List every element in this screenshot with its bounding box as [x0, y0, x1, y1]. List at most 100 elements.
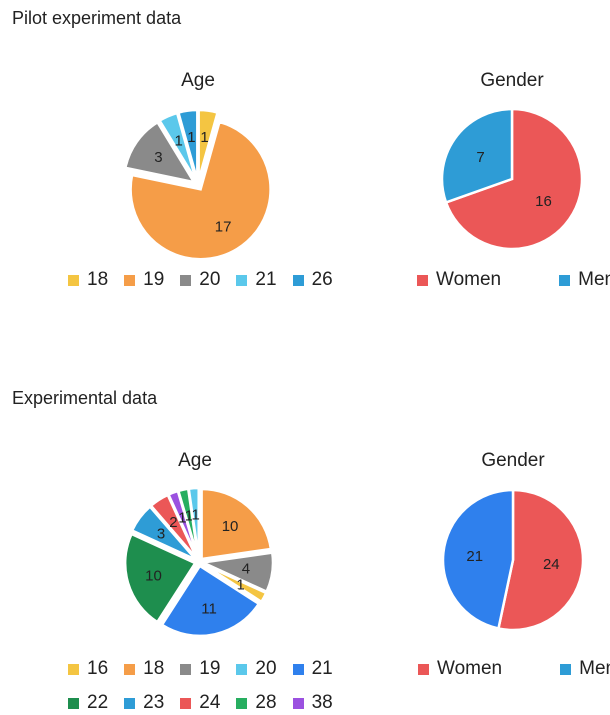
legend-item-19: 19 [124, 269, 164, 291]
chart-title-experimental-gender: Gender [481, 450, 545, 471]
pie-chart-experimental-gender: 24 21 [441, 488, 585, 632]
section-title-pilot: Pilot experiment data [12, 8, 182, 28]
legend-label: 19 [143, 269, 165, 290]
legend-label: 18 [143, 658, 165, 679]
pie-slice-18 [200, 487, 273, 561]
legend-label: 22 [87, 692, 109, 713]
pie-slice-26 [176, 108, 199, 181]
legend-swatch [417, 274, 428, 286]
pie-slice-16 [201, 562, 268, 604]
pie-slice-men [440, 107, 514, 205]
legend-item-22: 22 [68, 692, 108, 714]
pie-slice-women [444, 107, 584, 251]
slice-label-21: 1 [175, 133, 183, 150]
slice-label-23: 3 [157, 526, 165, 543]
legend-label: Women [436, 269, 502, 290]
legend-label: 20 [255, 658, 277, 679]
pie-slice-men [441, 488, 515, 630]
legend-swatch [292, 697, 304, 709]
slice-label-28: 1 [185, 508, 193, 525]
slice-label-16: 1 [236, 577, 244, 594]
slice-label-women: 24 [543, 556, 560, 573]
pie-slice-19 [129, 120, 272, 261]
legend-label: 26 [311, 269, 333, 290]
slice-label-38: 1 [178, 510, 186, 527]
slice-label-20: 1 [191, 507, 199, 524]
pie-slice-19 [198, 551, 275, 594]
pie-slice-21 [157, 111, 198, 182]
legend-experimental-gender: Women Men [418, 658, 610, 680]
legend-item-28: 28 [236, 692, 277, 714]
chart-title-experimental-age: Age [178, 450, 212, 471]
slice-label-26: 1 [187, 129, 195, 146]
slice-label-men: 21 [466, 548, 483, 565]
legend-experimental-age-row-1: 16 18 19 20 21 [68, 658, 349, 680]
legend-swatch [68, 274, 79, 286]
legend-swatch [418, 663, 429, 675]
slice-label-18: 10 [222, 518, 239, 535]
legend-label: 19 [199, 658, 221, 679]
legend-swatch [292, 663, 304, 675]
legend-experimental-age-row-2: 22 23 24 28 38 [68, 692, 349, 714]
slice-label-18: 1 [200, 129, 208, 146]
pie-slice-women [496, 488, 585, 632]
legend-item-19: 19 [180, 658, 220, 680]
legend-item-16: 16 [68, 658, 108, 680]
legend-label: Men [579, 658, 610, 679]
legend-item-20: 20 [180, 269, 220, 291]
legend-swatch [68, 663, 79, 675]
legend-swatch [180, 663, 192, 675]
pie-slice-20 [123, 120, 197, 184]
legend-label: 23 [143, 692, 165, 713]
legend-swatch [124, 274, 136, 286]
legend-label: 21 [311, 658, 333, 679]
slice-label-21: 11 [201, 600, 217, 617]
legend-item-men: Men [560, 658, 610, 680]
legend-item-21: 21 [292, 658, 333, 680]
legend-item-20: 20 [236, 658, 277, 680]
legend-swatch [236, 697, 248, 709]
legend-swatch [68, 697, 79, 709]
slice-label-24: 2 [169, 514, 177, 531]
legend-swatch [560, 663, 572, 675]
slice-label-19: 17 [215, 218, 232, 235]
legend-swatch [124, 697, 136, 709]
legend-swatch [180, 697, 192, 709]
legend-label: Women [437, 658, 503, 679]
legend-label: 18 [87, 269, 109, 290]
slice-label-women: 16 [535, 193, 552, 210]
legend-swatch [236, 274, 248, 286]
pie-slice-22 [123, 532, 197, 624]
legend-swatch [292, 274, 304, 286]
slice-label-22: 10 [145, 567, 162, 584]
legend-item-men: Men [559, 269, 610, 291]
legend-pilot-age: 18 19 20 21 26 [68, 269, 349, 291]
slice-label-20: 3 [154, 149, 162, 166]
chart-title-pilot-gender: Gender [480, 70, 544, 91]
legend-item-women: Women [418, 658, 502, 680]
legend-pilot-gender: Women Men [417, 269, 610, 291]
legend-swatch [236, 663, 248, 675]
pie-slice-21 [160, 564, 261, 638]
section-title-experimental: Experimental data [12, 388, 158, 408]
pie-slice-20 [187, 486, 200, 559]
legend-swatch [124, 663, 136, 675]
pie-chart-pilot-gender: 16 7 [440, 107, 584, 251]
legend-label: 20 [199, 269, 221, 290]
slice-label-men: 7 [476, 149, 484, 166]
legend-item-23: 23 [124, 692, 164, 714]
legend-swatch [559, 274, 571, 286]
legend-item-18: 18 [68, 269, 108, 291]
legend-label: 16 [87, 658, 109, 679]
pie-slice-23 [130, 504, 197, 561]
legend-item-26: 26 [292, 269, 333, 291]
legend-item-21: 21 [236, 269, 277, 291]
legend-item-38: 38 [292, 692, 333, 714]
slice-label-19: 4 [242, 561, 250, 578]
legend-label: 21 [255, 269, 277, 290]
legend-label: Men [578, 269, 610, 290]
legend-item-24: 24 [180, 692, 220, 714]
legend-item-women: Women [417, 269, 501, 291]
chart-title-pilot-age: Age [181, 70, 215, 91]
